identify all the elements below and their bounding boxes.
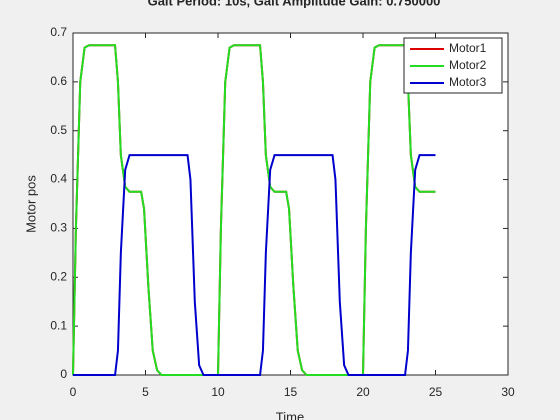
x-tick-label: 30 xyxy=(501,385,515,399)
y-axis-label: Motor pos xyxy=(23,175,38,233)
x-axis-label: Time xyxy=(276,409,304,420)
y-tick-label: 0 xyxy=(60,367,67,381)
legend-label: Motor2 xyxy=(449,58,487,72)
legend-label: Motor1 xyxy=(449,41,487,55)
x-tick-label: 10 xyxy=(211,385,225,399)
y-tick-label: 0.6 xyxy=(50,74,67,88)
y-tick-label: 0.4 xyxy=(50,172,67,186)
y-tick-label: 0.1 xyxy=(50,318,67,332)
x-tick-label: 5 xyxy=(142,385,149,399)
x-tick-label: 25 xyxy=(429,385,443,399)
y-tick-label: 0.7 xyxy=(50,25,67,39)
chart-title: Gait Period: 10s, Gait Amplitude Gain: 0… xyxy=(148,0,441,8)
x-tick-label: 20 xyxy=(356,385,370,399)
series-line xyxy=(72,44,436,376)
x-tick-label: 15 xyxy=(284,385,298,399)
series-line xyxy=(73,154,436,376)
y-tick-label: 0.2 xyxy=(50,269,67,283)
axes-box xyxy=(72,32,509,376)
y-tick-label: 0.5 xyxy=(50,123,67,137)
legend-label: Motor3 xyxy=(449,75,487,89)
y-tick-label: 0.3 xyxy=(50,221,67,235)
x-tick-label: 0 xyxy=(70,385,77,399)
